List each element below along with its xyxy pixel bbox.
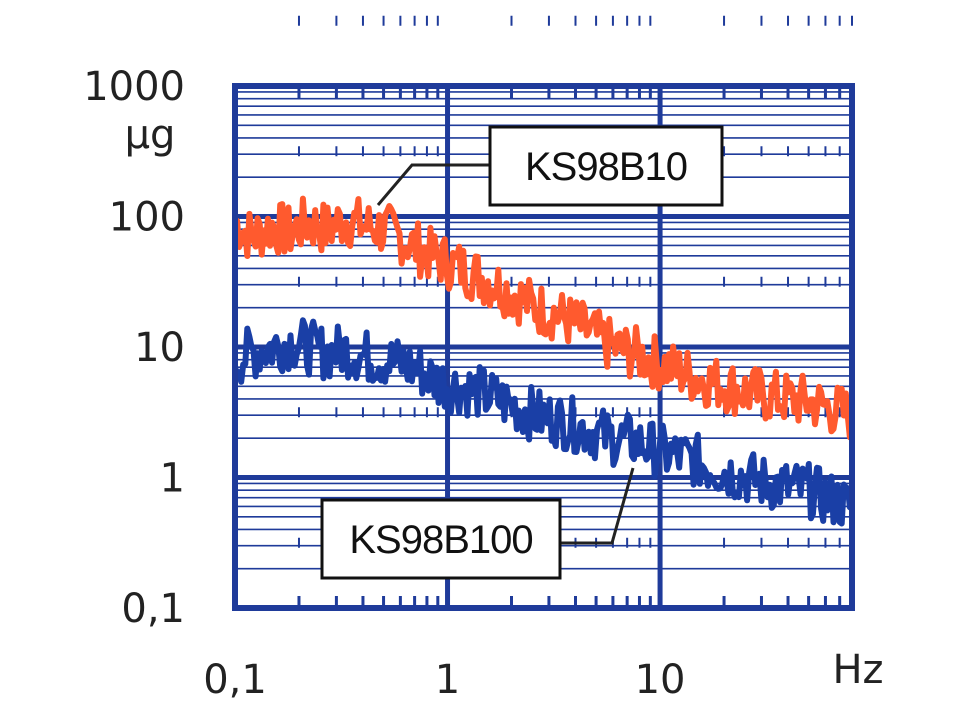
y-unit-label: µg	[125, 112, 176, 158]
series-line-ks98b100	[232, 317, 855, 527]
callout-leader-ks98b100	[560, 467, 635, 545]
series-line-ks98b10	[232, 195, 855, 441]
y-tick-label: 1000	[83, 64, 185, 110]
plot-border	[232, 83, 855, 611]
callout-ks98b10: KS98B10	[376, 125, 724, 207]
y-tick-label: 100	[109, 195, 185, 241]
callout-box-ks98b10	[488, 125, 724, 207]
callout-ks98b100: KS98B100	[320, 467, 635, 580]
callout-text-ks98b10: KS98B10	[525, 145, 687, 189]
x-unit-label: Hz	[832, 647, 883, 693]
callout-box-ks98b100	[320, 498, 562, 580]
callout-text-ks98b100: KS98B100	[349, 518, 532, 562]
y-tick-labels: 0,1 1 10 100 1000	[83, 64, 185, 632]
x-tick-label: 1	[435, 657, 460, 703]
series-layer	[232, 195, 855, 527]
y-tick-label: 10	[134, 325, 185, 371]
y-tick-label: 0,1	[121, 586, 185, 632]
callout-leader-ks98b10	[376, 163, 490, 206]
plot-frame	[232, 83, 855, 611]
x-tick-label: 10	[635, 657, 686, 703]
x-tick-label: 0,1	[203, 657, 267, 703]
y-tick-label: 1	[160, 456, 185, 502]
x-tick-labels: 0,1 1 10	[203, 657, 685, 703]
